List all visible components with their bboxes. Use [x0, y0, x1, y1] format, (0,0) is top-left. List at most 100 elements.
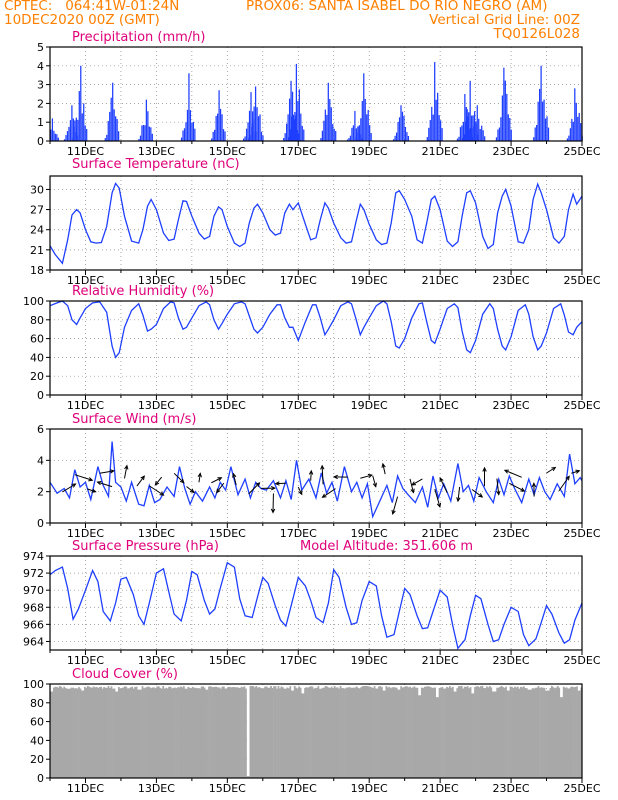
precip-bar: [441, 128, 443, 141]
cloud-bar: [401, 687, 404, 778]
precip-bar: [289, 129, 292, 141]
wind-arrow-head: [436, 502, 442, 508]
precip-bar: [291, 116, 293, 141]
precip-bar: [536, 124, 538, 141]
x-tick-label: 19DEC: [351, 274, 388, 287]
cloud-bar: [256, 687, 259, 778]
cloud-bar: [320, 688, 323, 778]
precip-bar: [540, 65, 542, 141]
precip-bar: [429, 120, 431, 141]
x-tick-label: 17DEC: [280, 527, 317, 540]
wind-arrow-head: [88, 477, 94, 482]
cloud-bar: [579, 690, 581, 778]
precip-bar: [333, 128, 335, 141]
precip-bar: [112, 82, 114, 141]
wind-arrow: [434, 488, 441, 507]
precip-bar: [566, 138, 569, 141]
cloud-bar: [172, 687, 175, 778]
cloud-bar: [494, 691, 497, 778]
cloud-bar: [327, 687, 330, 778]
cloud-bar: [558, 687, 561, 778]
cloud-bar: [187, 686, 190, 778]
cloud-bar: [60, 686, 63, 778]
cloud-bar: [484, 688, 487, 778]
cloud-bar: [410, 687, 413, 778]
cloud-bar: [293, 685, 296, 778]
precip-bar: [80, 65, 82, 141]
cloud-bar: [85, 687, 88, 778]
cloud-bar: [397, 689, 400, 778]
precip-bar: [109, 111, 111, 141]
precip-bar: [188, 73, 190, 141]
x-tick-label: 11DEC: [67, 782, 104, 795]
wind-arrow-head: [320, 464, 325, 470]
precip-bar: [253, 106, 255, 141]
precip-bar: [466, 109, 468, 141]
cloud-bar: [392, 687, 395, 778]
precip-bar: [287, 114, 289, 141]
precip-bar: [256, 107, 258, 141]
cloud-bar: [415, 687, 417, 778]
panel-title: Surface Pressure (hPa): [72, 539, 219, 554]
cloud-bar: [412, 687, 414, 778]
cloud-bar: [66, 688, 69, 778]
cloud-bar: [197, 688, 200, 778]
precip-bar: [370, 133, 372, 141]
precip-bar: [348, 138, 350, 141]
cloud-bar: [540, 687, 543, 778]
cloud-bar: [218, 687, 221, 778]
cloud-bar: [57, 687, 60, 778]
precip-bar: [301, 125, 303, 141]
precip-bar: [244, 136, 246, 141]
wind-arrow: [571, 470, 580, 474]
precip-bar: [484, 136, 486, 141]
cloud-bar: [555, 687, 558, 778]
cloud-bar: [200, 686, 203, 778]
cloud-bar: [78, 687, 80, 778]
precip-bar: [406, 132, 408, 141]
cloud-bar: [240, 686, 243, 778]
precip-bar: [498, 127, 501, 141]
precip-bar: [456, 138, 459, 141]
precip-bar: [510, 129, 512, 141]
cloud-bar: [91, 687, 94, 778]
precip-bar: [369, 125, 371, 141]
y-tick-label: 4: [37, 60, 44, 73]
panel-1: 0 1 2 3 4 5 11DEC 13DEC 15DEC 17DEC 19DEC 21DEC 23DE…: [37, 30, 601, 158]
wind-arrow-head: [391, 509, 396, 515]
cloud-bar: [406, 686, 408, 778]
precip-bar: [248, 110, 251, 141]
cloud-bar: [366, 686, 369, 778]
cloud-bar: [534, 687, 537, 778]
precip-bar: [479, 129, 481, 141]
plot-frame: [49, 428, 583, 524]
cloud-bar: [375, 688, 377, 778]
cloud-bar: [462, 688, 465, 778]
cloud-bar: [522, 686, 525, 778]
cloud-bar: [310, 686, 312, 778]
cloud-bar: [166, 688, 169, 778]
precip-bar: [398, 117, 401, 141]
y-tick-label: 5: [37, 41, 44, 54]
precip-bar: [458, 136, 460, 141]
precip-bar: [63, 139, 66, 141]
precip-bar: [503, 67, 505, 141]
cloud-bar: [351, 687, 354, 778]
cloud-bar: [209, 686, 212, 778]
cloud-bar: [373, 686, 376, 778]
precip-bar: [247, 138, 249, 141]
x-tick-label: 23DEC: [493, 782, 530, 795]
header-location: CPTEC: 064:41W-01:24N: [4, 0, 180, 14]
precip-bar: [138, 138, 140, 141]
wind-arrow-head: [270, 485, 276, 491]
x-tick-label: 15DEC: [209, 782, 246, 795]
cloud-bar: [431, 687, 434, 778]
plot-frame: [49, 175, 583, 271]
precip-bar: [148, 126, 150, 141]
precip-bar: [222, 129, 225, 141]
precip-bar: [571, 118, 573, 141]
cloud-bar: [137, 689, 139, 778]
cloud-bar: [190, 688, 193, 778]
cloud-bar: [123, 686, 126, 778]
